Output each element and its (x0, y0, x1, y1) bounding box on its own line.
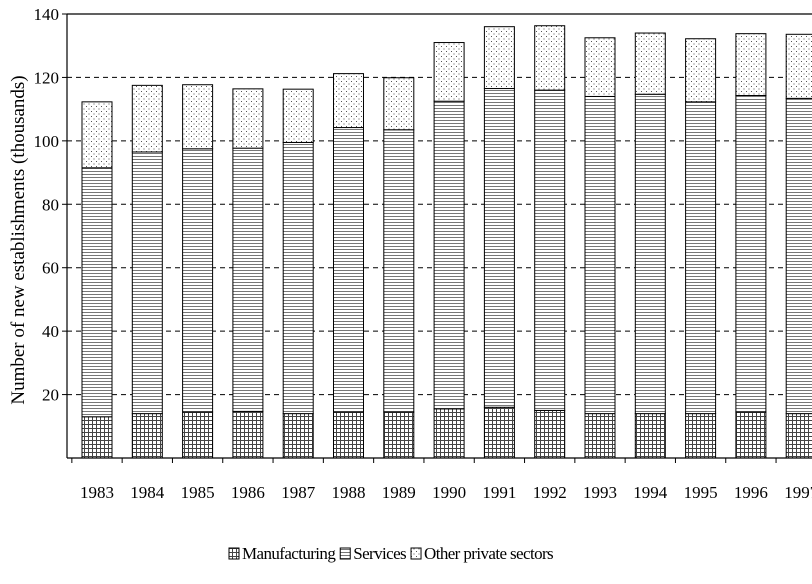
x-tick-label: 1995 (684, 483, 718, 502)
bar-segment-services (233, 148, 263, 411)
bar-segment-services (535, 90, 565, 410)
bar-segment-services (736, 96, 766, 413)
x-tick-label: 1996 (734, 483, 768, 502)
bar-segment-manufacturing (334, 412, 364, 458)
bar-segment-services (132, 152, 162, 414)
bar-segment-manufacturing (384, 412, 414, 458)
legend-label: Services (353, 544, 406, 563)
x-tick-label: 1989 (382, 483, 416, 502)
bar-segment-manufacturing (686, 414, 716, 458)
bar-segment-manufacturing (434, 409, 464, 458)
x-tick-label: 1985 (181, 483, 215, 502)
legend-swatch (411, 548, 421, 559)
y-tick-label: 40 (42, 322, 59, 341)
bar-segment-other-private-sectors (384, 78, 414, 130)
bar-segment-services (686, 102, 716, 414)
bar-segment-other-private-sectors (434, 43, 464, 102)
bar-segment-other-private-sectors (334, 74, 364, 128)
bar-segment-other-private-sectors (635, 33, 665, 94)
bar-segment-services (183, 149, 213, 412)
bar-segment-other-private-sectors (233, 89, 263, 148)
bar-segment-other-private-sectors (535, 26, 565, 90)
bar-segment-services (82, 168, 112, 417)
bars (82, 26, 812, 458)
bar-segment-services (786, 98, 812, 413)
bar-segment-services (434, 101, 464, 409)
bar-segment-services (384, 130, 414, 412)
bar-segment-other-private-sectors (686, 39, 716, 102)
bar-segment-manufacturing (535, 410, 565, 458)
bar-segment-manufacturing (183, 412, 213, 458)
bar-segment-manufacturing (786, 414, 812, 458)
legend-swatch (340, 548, 350, 559)
bar-segment-other-private-sectors (82, 102, 112, 168)
bar-segment-other-private-sectors (484, 27, 514, 89)
x-tick-label: 1991 (482, 483, 516, 502)
bar-segment-services (585, 96, 615, 413)
bar-segment-services (484, 89, 514, 408)
bar-segment-manufacturing (233, 411, 263, 458)
y-tick-label: 100 (34, 132, 60, 151)
bar-segment-manufacturing (585, 414, 615, 458)
x-tick-label: 1990 (432, 483, 466, 502)
y-tick-label: 120 (34, 68, 60, 87)
y-tick-label: 80 (42, 195, 59, 214)
bar-segment-manufacturing (82, 417, 112, 458)
x-tick-label: 1986 (231, 483, 265, 502)
bar-segment-manufacturing (132, 414, 162, 458)
legend-label: Manufacturing (242, 544, 336, 563)
bar-segment-other-private-sectors (183, 85, 213, 149)
bar-segment-other-private-sectors (786, 34, 812, 98)
x-tick-label: 1994 (633, 483, 668, 502)
x-tick-label: 1988 (332, 483, 366, 502)
bar-segment-manufacturing (736, 412, 766, 458)
bar-segment-other-private-sectors (585, 38, 615, 97)
bar-segment-services (635, 94, 665, 413)
y-tick-label: 20 (42, 386, 59, 405)
x-tick-label: 1987 (281, 483, 316, 502)
x-tick-label: 1992 (533, 483, 567, 502)
legend-swatch (229, 548, 239, 559)
bar-segment-manufacturing (283, 414, 313, 458)
bar-segment-other-private-sectors (736, 34, 766, 96)
bar-segment-services (283, 142, 313, 413)
y-tick-label: 60 (42, 259, 59, 278)
bar-segment-other-private-sectors (283, 89, 313, 142)
bar-segment-manufacturing (484, 407, 514, 458)
x-tick-label: 1997 (784, 483, 812, 502)
x-tick-label: 1993 (583, 483, 617, 502)
y-axis-label: Number of new establishments (thousands) (8, 75, 29, 404)
bar-segment-manufacturing (635, 414, 665, 458)
bar-segment-other-private-sectors (132, 85, 162, 152)
bar-segment-services (334, 128, 364, 412)
x-tick-label: 1984 (130, 483, 165, 502)
legend: Manufacturing Services Other private secto… (229, 544, 553, 563)
x-tick-label: 1983 (80, 483, 114, 502)
legend-label: Other private sectors (424, 544, 553, 563)
y-tick-label: 140 (34, 5, 60, 24)
